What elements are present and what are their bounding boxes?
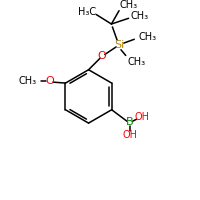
Text: CH₃: CH₃	[127, 57, 145, 67]
Text: CH₃: CH₃	[131, 11, 149, 21]
Text: O: O	[46, 76, 55, 86]
Text: OH: OH	[135, 112, 150, 122]
Text: OH: OH	[122, 130, 137, 140]
Text: CH₃: CH₃	[139, 32, 157, 42]
Text: B: B	[126, 117, 134, 127]
Text: CH₃: CH₃	[120, 0, 138, 10]
Text: O: O	[98, 51, 106, 61]
Text: Si: Si	[114, 40, 124, 50]
Text: CH₃: CH₃	[18, 76, 36, 86]
Text: H₃C: H₃C	[78, 7, 96, 17]
